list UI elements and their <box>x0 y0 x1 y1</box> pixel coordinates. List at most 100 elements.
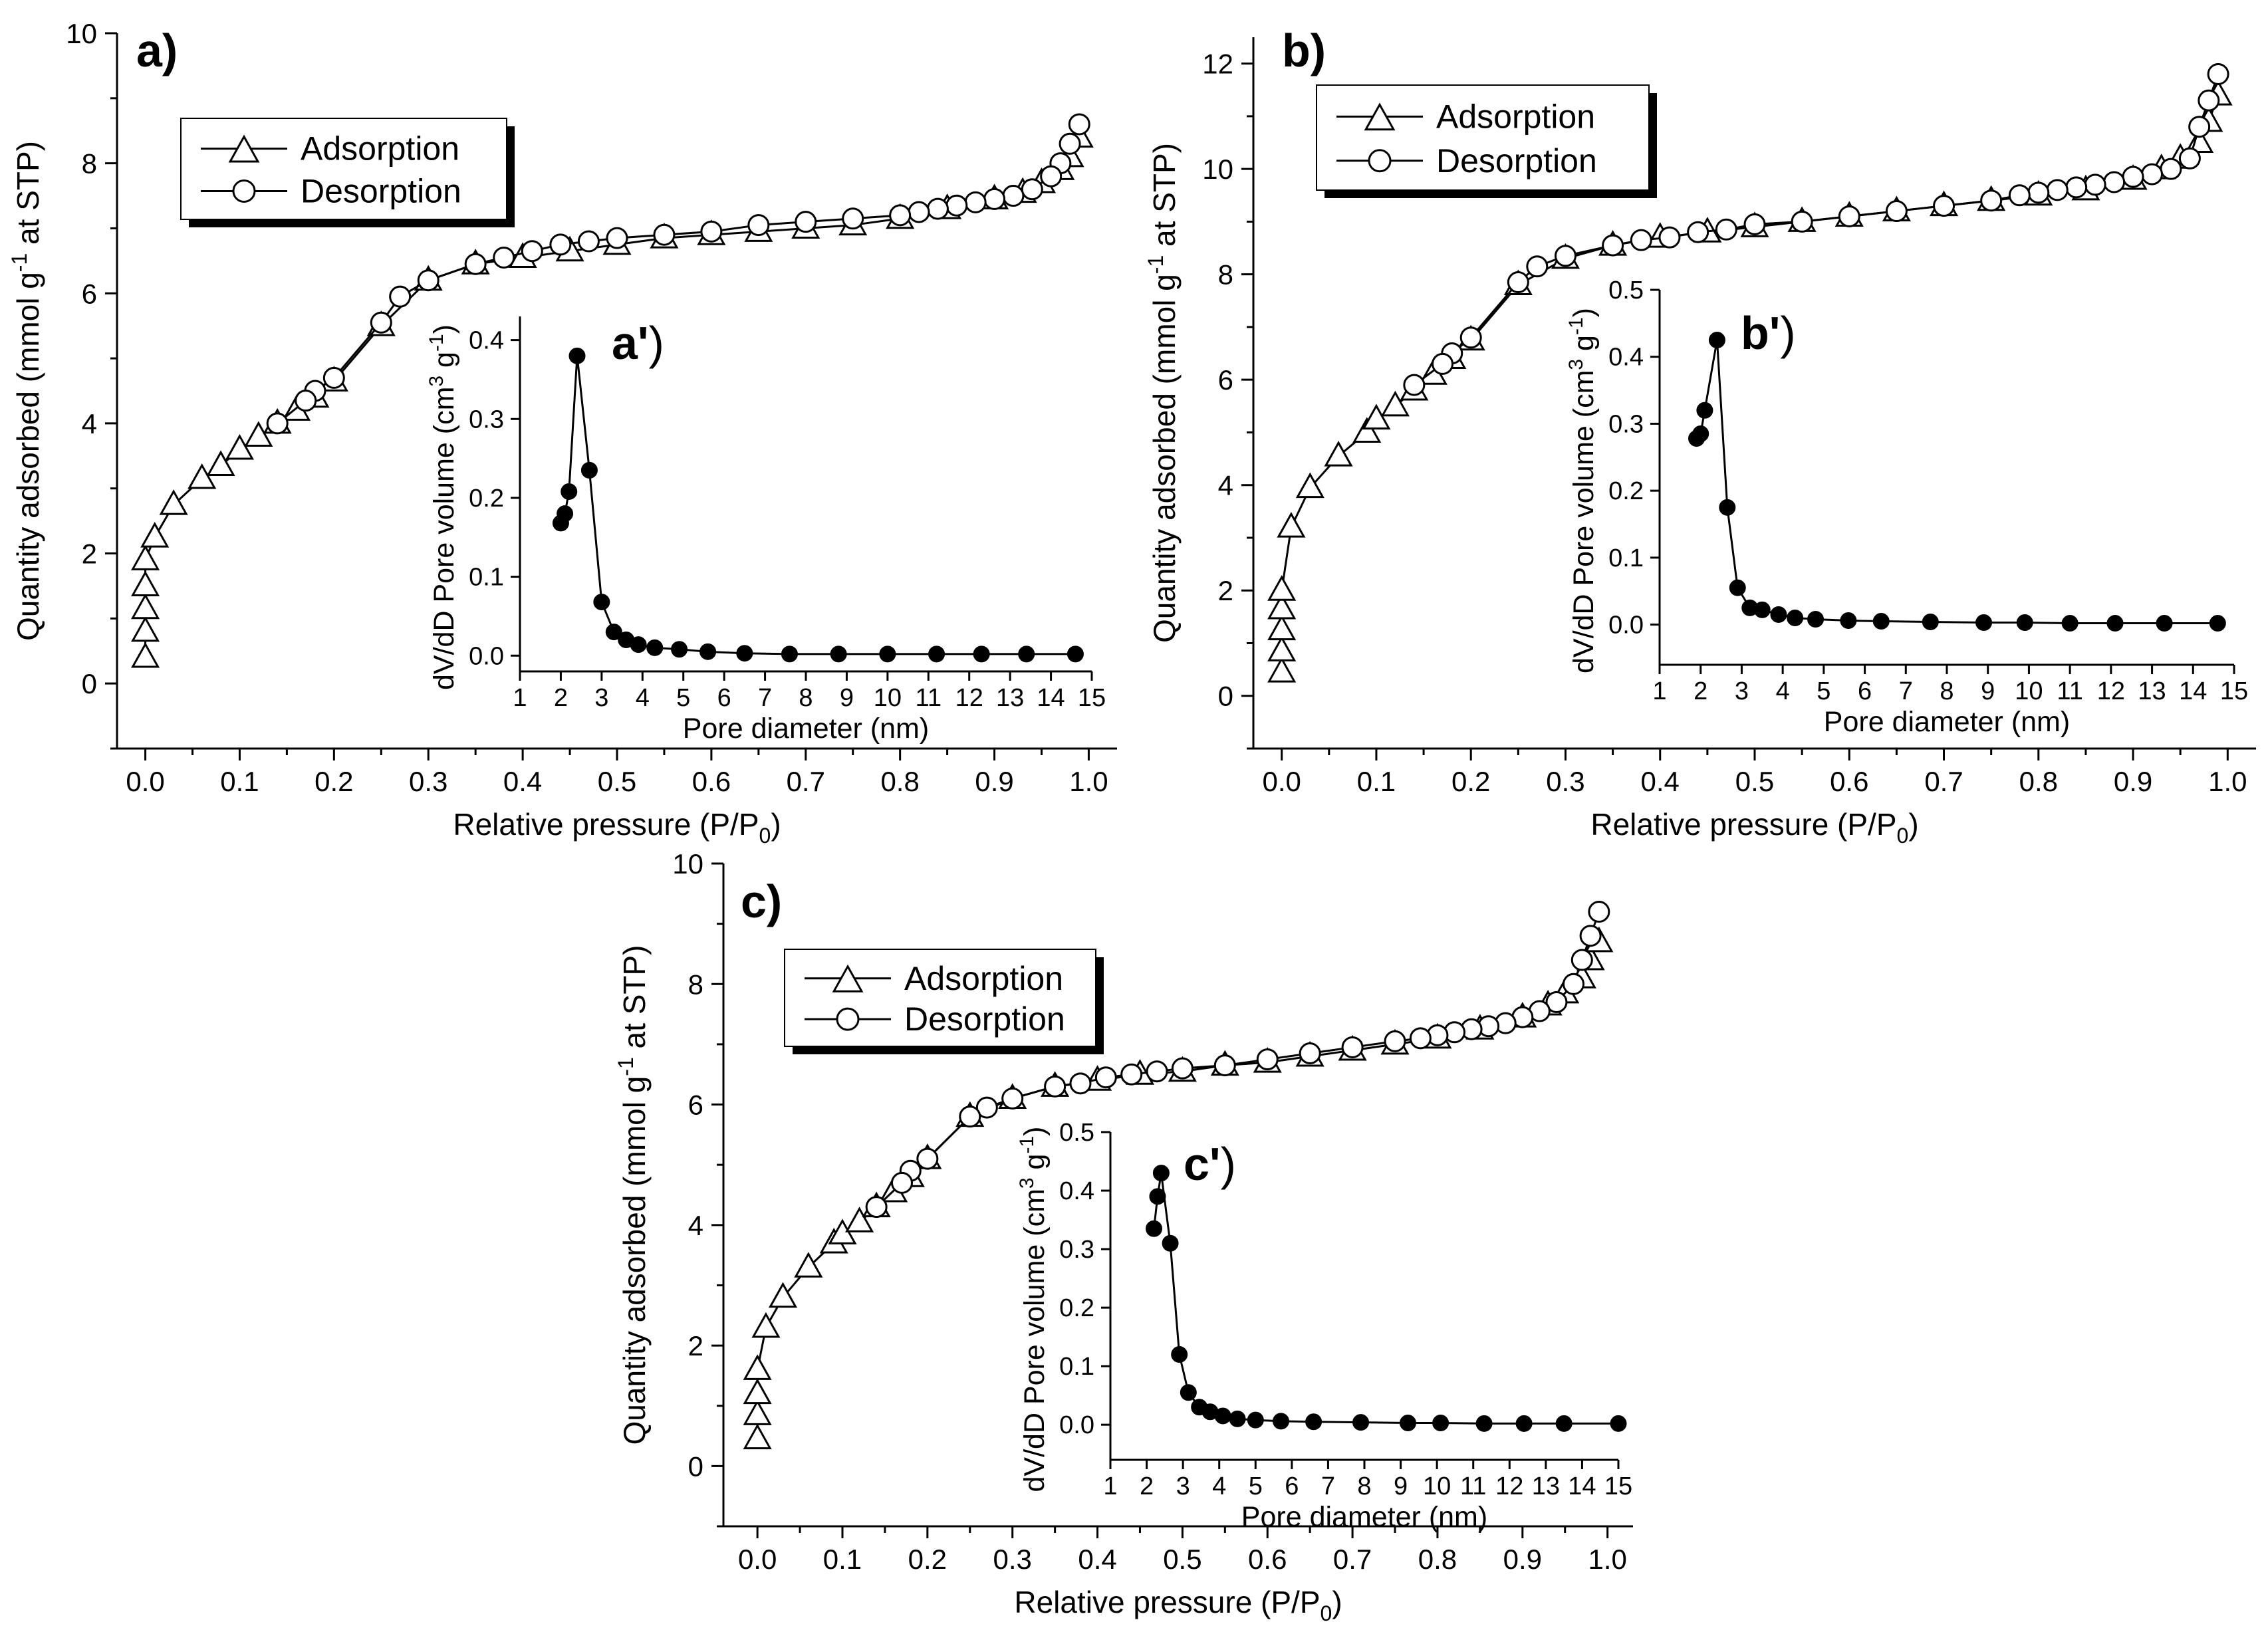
y-axis-title: Quantity adsorbed (mmol g-1 at STP) <box>614 945 652 1445</box>
x-tick-label: 0.0 <box>126 766 164 797</box>
y-axis-title: Quantity adsorbed (mmol g-1 at STP) <box>7 141 45 641</box>
x-tick-label: 0.8 <box>880 766 919 797</box>
inset-data-point <box>605 624 622 641</box>
desorption-point <box>2160 158 2182 180</box>
inset-data-point <box>1214 1407 1231 1425</box>
adsorption-point <box>1362 404 1391 430</box>
legend-box <box>784 949 1096 1047</box>
inset-data-point <box>1171 1346 1188 1363</box>
desorption-point <box>1980 189 2003 212</box>
adsorption-point <box>1267 656 1297 683</box>
inset-label-main: a' <box>612 317 649 369</box>
x-tick-label: 0.2 <box>908 1544 947 1575</box>
y-axis-title-rest: at STP) <box>11 141 45 253</box>
x-tick-label: 0.4 <box>1078 1544 1116 1575</box>
inset-data-point <box>928 645 945 663</box>
desorption-point <box>889 204 912 227</box>
desorption-point <box>1409 1027 1432 1050</box>
panel-label: a) <box>136 25 178 76</box>
inset-y-axis-title-sup1: 3 <box>1016 1177 1038 1189</box>
desorption-point <box>975 1096 998 1119</box>
x-tick-label: 0.9 <box>975 766 1013 797</box>
inset-data-point <box>1696 402 1713 419</box>
inset-y-tick-label: 0.5 <box>1608 277 1644 304</box>
x-tick-label: 0.8 <box>2019 766 2058 797</box>
inset-x-tick-label: 10 <box>874 684 902 712</box>
inset-y-axis-title: dV/dD Pore volume (cm3 g-1) <box>1016 1126 1051 1492</box>
inset-label-main: c' <box>1184 1138 1221 1190</box>
desorption-point <box>1299 1042 1321 1065</box>
inset-data-point <box>1787 610 1804 626</box>
inset-data-point <box>1692 425 1709 443</box>
panel-b: 0.0 0.1 0.2 0.3 0.4 0.5 0.6 0.7 0.8 0.9 1.00246810… <box>1144 25 2256 848</box>
x-tick-label: 0.1 <box>1357 766 1396 797</box>
x-tick-label: 0.5 <box>598 766 636 797</box>
inset-x-tick-label: 10 <box>1423 1472 1451 1500</box>
desorption-point <box>521 240 543 263</box>
x-tick-label: 0.9 <box>2114 766 2152 797</box>
legend-circle-marker <box>232 179 256 203</box>
inset-label: b') <box>1741 307 1796 359</box>
adsorption-point <box>743 1378 772 1405</box>
desorption-point <box>1171 1057 1194 1080</box>
desorption-point <box>2141 163 2164 185</box>
x-tick-label: 0.6 <box>692 766 731 797</box>
adsorption-point <box>131 616 160 642</box>
y-axis-title-main: Quantity adsorbed (mmol g <box>11 272 45 641</box>
adsorption-point <box>751 1312 781 1338</box>
desorption-point <box>1571 949 1593 971</box>
inset-y-axis-title-main: dV/dD Pore volume (cm <box>1019 1189 1051 1492</box>
desorption-point <box>916 1147 939 1170</box>
panel-label: b) <box>1282 25 1326 76</box>
x-axis-title-main: Relative pressure (P/P <box>1590 807 1896 842</box>
adsorption-point <box>1267 636 1297 661</box>
inset-x-tick-label: 15 <box>2220 677 2248 705</box>
inset-x-tick-label: 4 <box>1212 1472 1226 1500</box>
inset-data-point <box>781 645 798 663</box>
desorption-point <box>1002 185 1025 207</box>
inset-x-tick-label: 2 <box>1694 677 1707 705</box>
inset-x-tick-label: 5 <box>1249 1472 1263 1500</box>
inset-data-point <box>1180 1384 1197 1401</box>
x-tick-label: 0.6 <box>1248 1544 1287 1575</box>
inset-data-point <box>2016 614 2033 632</box>
inset-data-point <box>1753 601 1771 618</box>
legend-entry: Desorption <box>1436 142 1597 179</box>
desorption-point <box>1602 234 1624 257</box>
panel-a: 0.0 0.1 0.2 0.3 0.4 0.5 0.6 0.7 0.8 0.9 1.00246810… <box>7 18 1117 848</box>
adsorption-point <box>159 489 188 515</box>
desorption-point <box>417 269 440 292</box>
y-axis-title-sup: -1 <box>614 1057 638 1076</box>
adsorption-point <box>131 593 160 620</box>
y-tick-label: 0 <box>1218 681 1233 712</box>
inset-y-tick-label: 0.3 <box>1608 410 1644 438</box>
inset-label-close: ) <box>649 317 664 369</box>
desorption-point <box>1658 226 1681 249</box>
y-tick-label: 8 <box>82 148 97 179</box>
inset-y-tick-label: 0.0 <box>469 642 504 670</box>
desorption-point <box>1341 1036 1364 1058</box>
x-tick-label: 0.1 <box>220 766 259 797</box>
adsorption-point <box>1277 512 1306 538</box>
legend-triangle-marker <box>832 964 864 992</box>
inset-data-point <box>593 594 610 611</box>
inset-data-point <box>561 483 578 500</box>
inset-x-tick-label: 2 <box>1140 1472 1154 1500</box>
y-axis-title-sup: -1 <box>7 253 31 272</box>
inset-x-tick-label: 13 <box>1532 1472 1560 1500</box>
inset-y-axis-title: dV/dD Pore volume (cm3 g-1) <box>1565 308 1600 673</box>
inset-data-point <box>1922 614 1939 631</box>
x-axis-title-close: ) <box>771 807 781 842</box>
desorption-point <box>1021 178 1043 201</box>
x-tick-label: 1.0 <box>1069 766 1108 797</box>
legend-box <box>180 118 507 220</box>
inset-label: a') <box>612 317 664 369</box>
desorption-point <box>795 211 817 233</box>
inset-y-tick-label: 0.1 <box>469 564 504 592</box>
inset-label-main: b' <box>1741 307 1780 359</box>
inset-data-point <box>646 639 664 656</box>
y-tick-label: 4 <box>688 1210 703 1241</box>
inset-y-tick-label: 0.0 <box>1059 1411 1094 1439</box>
x-tick-label: 0.3 <box>1546 766 1584 797</box>
inset-x-tick-label: 12 <box>2097 677 2125 705</box>
